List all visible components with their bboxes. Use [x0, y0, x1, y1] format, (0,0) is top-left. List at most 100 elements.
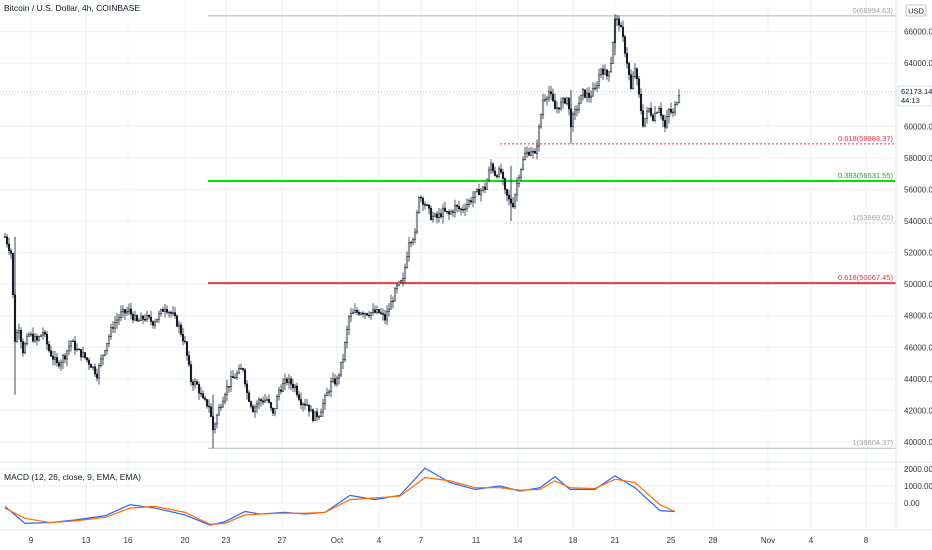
candle-body[interactable]: [293, 385, 297, 389]
candle-body[interactable]: [69, 340, 73, 347]
candle-body[interactable]: [315, 411, 319, 418]
candle-body[interactable]: [229, 376, 233, 387]
candle-body[interactable]: [197, 384, 201, 394]
candle-body[interactable]: [601, 68, 605, 75]
candle-body[interactable]: [631, 76, 635, 89]
candle-body[interactable]: [177, 324, 181, 327]
candle-body[interactable]: [131, 313, 135, 321]
candle-body[interactable]: [661, 115, 665, 121]
candle-body[interactable]: [669, 109, 673, 113]
candle-body[interactable]: [497, 168, 501, 178]
candle-body[interactable]: [485, 179, 489, 190]
candle-body[interactable]: [121, 309, 125, 313]
candle-body[interactable]: [101, 354, 105, 360]
candle-body[interactable]: [537, 126, 541, 147]
candle-body[interactable]: [611, 42, 615, 64]
candle-body[interactable]: [283, 378, 287, 384]
candle-body[interactable]: [77, 348, 81, 351]
candle-body[interactable]: [407, 242, 411, 258]
candle-body[interactable]: [87, 359, 91, 365]
candle-body[interactable]: [449, 211, 453, 215]
candle-body[interactable]: [95, 373, 99, 379]
candle-body[interactable]: [349, 313, 353, 318]
candle-body[interactable]: [111, 327, 115, 329]
candle-body[interactable]: [621, 26, 625, 37]
candle-body[interactable]: [45, 333, 49, 345]
candle-body[interactable]: [561, 98, 565, 103]
candle-body[interactable]: [67, 345, 71, 352]
candle-body[interactable]: [157, 313, 161, 320]
candle-body[interactable]: [651, 115, 655, 121]
candle-body[interactable]: [289, 378, 293, 385]
candle-body[interactable]: [555, 107, 559, 110]
candle-body[interactable]: [83, 352, 87, 358]
candle-body[interactable]: [501, 172, 505, 179]
candle-body[interactable]: [299, 399, 303, 406]
candle-body[interactable]: [439, 213, 443, 218]
candle-body[interactable]: [397, 281, 401, 286]
candle-body[interactable]: [73, 340, 77, 351]
candle-body[interactable]: [329, 381, 333, 393]
candle-body[interactable]: [213, 423, 217, 430]
candle-body[interactable]: [459, 208, 463, 210]
candle-body[interactable]: [597, 74, 601, 86]
candle-body[interactable]: [223, 394, 227, 402]
candle-body[interactable]: [139, 315, 143, 321]
candle-body[interactable]: [381, 313, 385, 315]
candle-body[interactable]: [209, 406, 213, 417]
candle-body[interactable]: [35, 336, 39, 341]
candle-body[interactable]: [311, 409, 315, 421]
candle-body[interactable]: [617, 18, 621, 26]
candle-body[interactable]: [243, 369, 247, 385]
candle-body[interactable]: [635, 68, 639, 80]
candle-body[interactable]: [109, 327, 113, 337]
candle-body[interactable]: [187, 355, 191, 365]
candle-body[interactable]: [643, 118, 647, 127]
candle-body[interactable]: [307, 404, 311, 412]
candle-body[interactable]: [137, 320, 141, 322]
candle-body[interactable]: [521, 159, 525, 170]
candle-body[interactable]: [653, 112, 657, 121]
candle-body[interactable]: [341, 359, 345, 363]
candle-body[interactable]: [117, 317, 121, 321]
candle-body[interactable]: [41, 331, 45, 336]
candle-body[interactable]: [189, 364, 193, 382]
candle-body[interactable]: [563, 98, 567, 104]
candle-body[interactable]: [185, 341, 189, 356]
candle-body[interactable]: [71, 340, 75, 343]
candle-body[interactable]: [457, 206, 461, 210]
candle-body[interactable]: [437, 213, 441, 219]
candle-body[interactable]: [199, 393, 203, 395]
candle-body[interactable]: [589, 95, 593, 98]
candle-body[interactable]: [295, 385, 299, 395]
candle-body[interactable]: [15, 332, 19, 342]
candle-body[interactable]: [453, 204, 457, 213]
candle-body[interactable]: [451, 211, 455, 213]
candle-body[interactable]: [461, 209, 465, 211]
candle-body[interactable]: [259, 399, 263, 402]
candle-body[interactable]: [141, 315, 145, 320]
candle-body[interactable]: [297, 394, 301, 400]
candle-body[interactable]: [351, 312, 355, 314]
candle-body[interactable]: [627, 63, 631, 75]
candle-body[interactable]: [401, 278, 405, 281]
candle-body[interactable]: [231, 376, 235, 379]
candle-body[interactable]: [89, 364, 93, 368]
candle-body[interactable]: [183, 340, 187, 343]
candle-body[interactable]: [29, 333, 33, 336]
candle-body[interactable]: [43, 331, 47, 335]
candle-body[interactable]: [7, 243, 11, 251]
candle-body[interactable]: [275, 396, 279, 409]
candle-body[interactable]: [639, 93, 643, 112]
candle-body[interactable]: [539, 114, 543, 128]
candle-body[interactable]: [583, 89, 587, 98]
candle-body[interactable]: [331, 378, 335, 382]
candle-body[interactable]: [447, 211, 451, 215]
candle-body[interactable]: [143, 319, 147, 321]
candle-body[interactable]: [149, 316, 153, 322]
candle-body[interactable]: [371, 309, 375, 313]
candle-body[interactable]: [421, 197, 425, 205]
candle-body[interactable]: [419, 196, 423, 199]
candle-body[interactable]: [339, 361, 343, 376]
candle-body[interactable]: [255, 403, 259, 408]
